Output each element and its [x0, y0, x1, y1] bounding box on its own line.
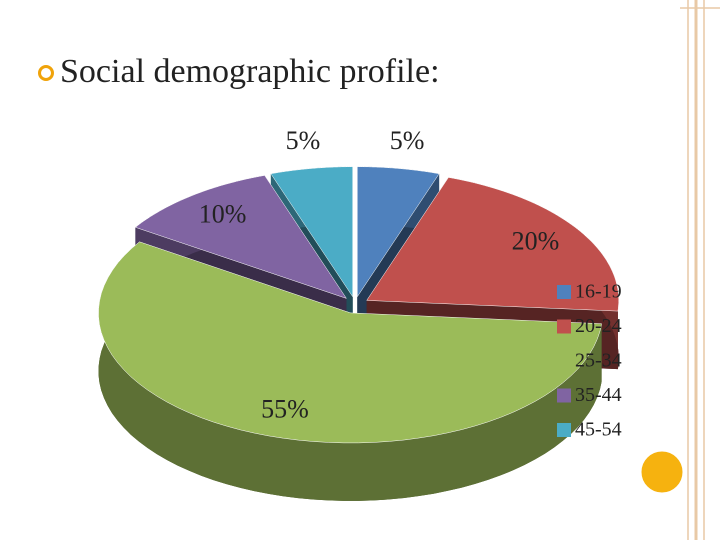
legend-label: 25-34: [575, 350, 622, 372]
legend-swatch: [557, 354, 571, 368]
legend-label: 20-24: [575, 315, 622, 337]
slice: [134, 175, 348, 299]
slice: [366, 177, 619, 312]
legend-label: 35-44: [575, 384, 622, 406]
legend-label: 45-54: [575, 419, 622, 441]
decor-circle: [638, 448, 686, 496]
legend-swatch: [557, 423, 571, 437]
legend-swatch: [557, 285, 571, 299]
slice: [98, 241, 602, 444]
data-label: 5%: [286, 126, 321, 155]
data-label: 55%: [261, 394, 309, 423]
data-label: 20%: [512, 226, 560, 255]
slice: [270, 166, 353, 298]
slice: [357, 166, 440, 298]
legend: 16-19 20-24 25-34 35-44 45-54: [557, 281, 622, 441]
slide-border: [680, 0, 720, 540]
slide-title: Social demographic profile:: [60, 53, 440, 90]
legend-label: 16-19: [575, 281, 622, 303]
slice-side: [98, 241, 602, 501]
pie-chart: 5% 20% 55% 10% 5%: [98, 126, 619, 501]
legend-swatch: [557, 319, 571, 334]
data-label: 5%: [390, 126, 425, 155]
bullet: [38, 65, 54, 81]
data-label: 10%: [199, 199, 247, 228]
legend-swatch: [557, 388, 571, 403]
